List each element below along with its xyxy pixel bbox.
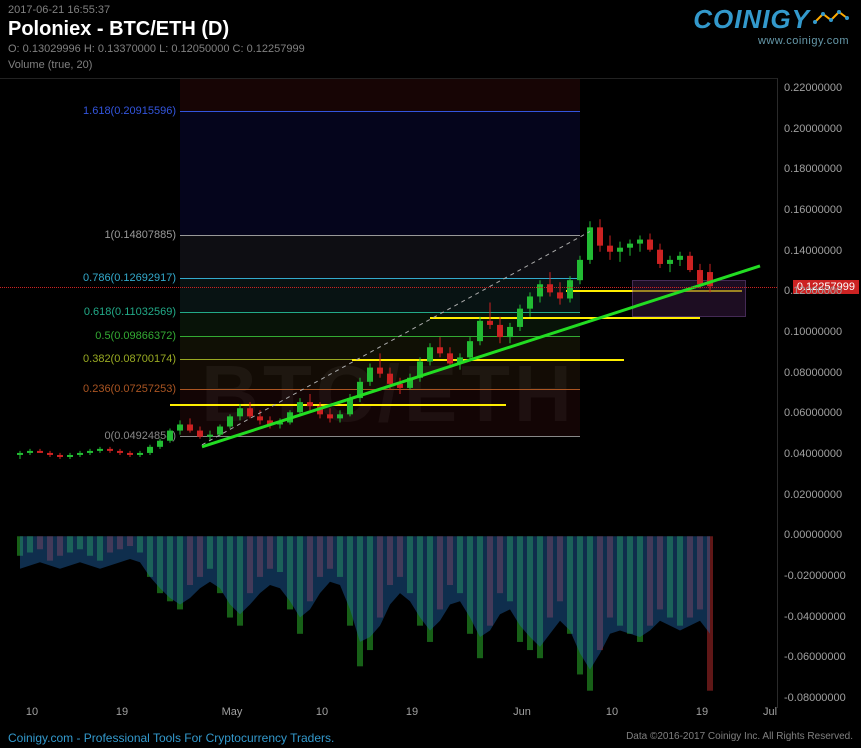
x-tick-label: 10 bbox=[26, 706, 38, 718]
y-tick-label: 0.08000000 bbox=[784, 367, 842, 379]
x-tick-label: May bbox=[222, 706, 243, 718]
ohlc-close: 0.12257999 bbox=[247, 43, 305, 55]
current-price-line bbox=[0, 287, 777, 288]
footer-copyright: Data ©2016-2017 Coinigy Inc. All Rights … bbox=[626, 731, 853, 745]
x-tick-label: 10 bbox=[606, 706, 618, 718]
x-tick-label: Jun bbox=[513, 706, 531, 718]
volume-ma-area bbox=[20, 536, 710, 669]
logo-url: www.coinigy.com bbox=[693, 35, 849, 47]
y-tick-label: -0.02000000 bbox=[784, 570, 846, 582]
y-tick-label: 0.16000000 bbox=[784, 204, 842, 216]
x-tick-label: 19 bbox=[116, 706, 128, 718]
y-tick-label: -0.06000000 bbox=[784, 651, 846, 663]
y-axis: 0.22000000 0.20000000 0.18000000 0.16000000… bbox=[778, 78, 861, 708]
y-tick-label: -0.08000000 bbox=[784, 692, 846, 704]
candlestick-layer bbox=[0, 79, 778, 709]
brand-logo: COINIGY www.coinigy.com bbox=[693, 4, 849, 47]
y-tick-label: 0.00000000 bbox=[784, 529, 842, 541]
ohlc-low: 0.12050000 bbox=[171, 43, 229, 55]
volume-indicator-label: Volume (true, 20) bbox=[8, 59, 853, 71]
x-tick-label: 10 bbox=[316, 706, 328, 718]
x-tick-label: 19 bbox=[406, 706, 418, 718]
price-chart[interactable]: BTC/ETH 1.618(0.20915596)1(0.14807885)0.… bbox=[0, 78, 778, 708]
y-tick-label: -0.04000000 bbox=[784, 611, 846, 623]
y-tick-label: 0.02000000 bbox=[784, 489, 842, 501]
y-tick-label: 0.04000000 bbox=[784, 448, 842, 460]
x-tick-label: Jul bbox=[763, 706, 777, 718]
ohlc-open: 0.13029996 bbox=[23, 43, 81, 55]
y-tick-label: 0.12000000 bbox=[784, 285, 842, 297]
footer-tagline: Coinigy.com - Professional Tools For Cry… bbox=[8, 731, 334, 745]
y-tick-label: 0.06000000 bbox=[784, 407, 842, 419]
logo-text: COINIGY bbox=[693, 4, 810, 34]
x-tick-label: 19 bbox=[696, 706, 708, 718]
y-tick-label: 0.22000000 bbox=[784, 82, 842, 94]
y-tick-label: 0.14000000 bbox=[784, 245, 842, 257]
ohlc-high: 0.13370000 bbox=[98, 43, 156, 55]
y-tick-label: 0.18000000 bbox=[784, 163, 842, 175]
y-tick-label: 0.20000000 bbox=[784, 123, 842, 135]
x-axis: 10 19 May 10 19 Jun 10 19 Jul bbox=[0, 706, 778, 724]
logo-chart-icon bbox=[813, 4, 849, 35]
y-tick-label: 0.10000000 bbox=[784, 326, 842, 338]
